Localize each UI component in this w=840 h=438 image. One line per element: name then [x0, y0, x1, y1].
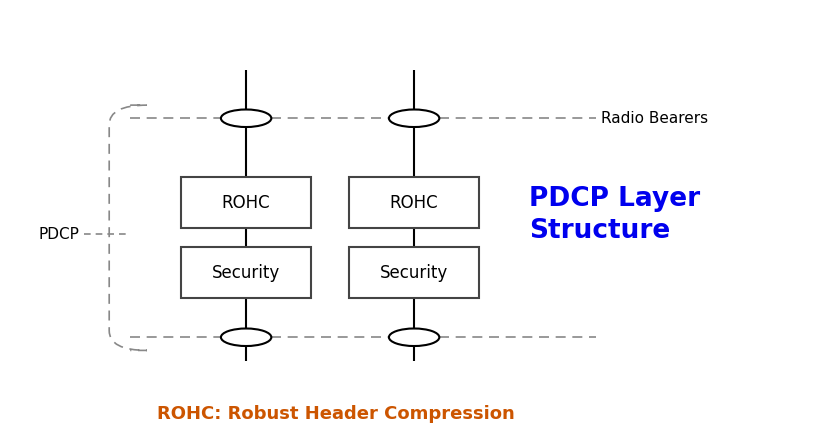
Ellipse shape [221, 328, 271, 346]
Ellipse shape [221, 110, 271, 127]
Text: ROHC: ROHC [390, 194, 438, 212]
Text: ROHC: Robust Header Compression: ROHC: Robust Header Compression [157, 405, 515, 423]
Bar [349, 177, 479, 228]
Bar [349, 247, 479, 298]
Text: Radio Bearers: Radio Bearers [601, 111, 708, 126]
Text: ROHC: ROHC [222, 194, 270, 212]
Text: PDCP Layer
Structure: PDCP Layer Structure [529, 186, 701, 244]
Bar [181, 177, 311, 228]
Ellipse shape [389, 328, 439, 346]
Ellipse shape [389, 110, 439, 127]
Text: PDCP: PDCP [39, 227, 80, 242]
Bar [181, 247, 311, 298]
Text: Security: Security [212, 264, 280, 282]
Text: Security: Security [380, 264, 448, 282]
